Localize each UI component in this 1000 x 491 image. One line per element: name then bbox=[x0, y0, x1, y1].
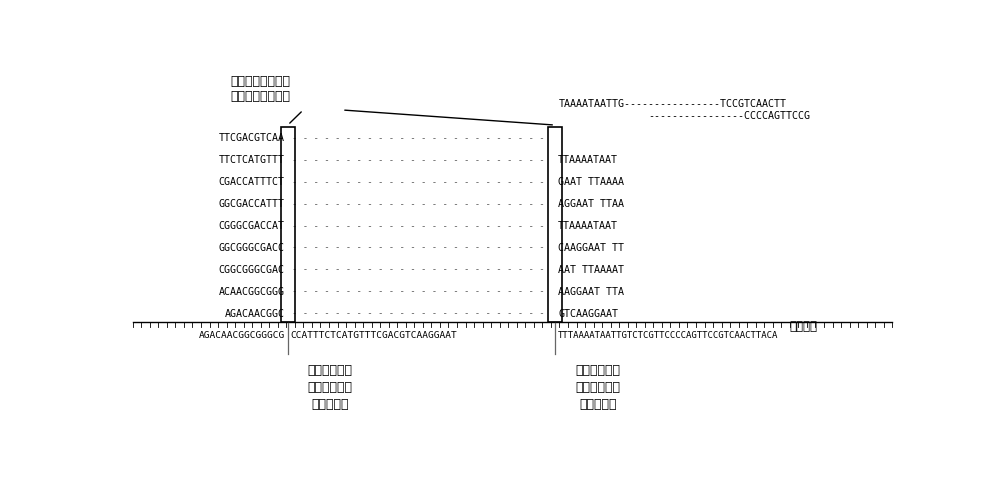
Bar bbox=[548, 127, 562, 322]
Text: TTTAAAATAATTGTCTCGTTCCCCAGTTCCGTCAACTTACA: TTTAAAATAATTGTCTCGTTCCCCAGTTCCGTCAACTTAC… bbox=[558, 331, 779, 340]
Text: GAAT TTAAAA: GAAT TTAAAA bbox=[558, 177, 624, 187]
Text: CAAGGAAT TT: CAAGGAAT TT bbox=[558, 243, 624, 253]
Text: CGGGCGACCAT: CGGGCGACCAT bbox=[219, 221, 285, 231]
Text: CCATTTCTCATGTTTCGACGTCAAGGAAT: CCATTTCTCATGTTTCGACGTCAAGGAAT bbox=[291, 331, 458, 340]
Text: AGACAACGGCGGGCG: AGACAACGGCGGGCG bbox=[198, 331, 285, 340]
Text: - - - - - - - - - - - - - - - - - - - - - - - -: - - - - - - - - - - - - - - - - - - - - … bbox=[292, 287, 550, 296]
Text: TTAAAATAAT: TTAAAATAAT bbox=[558, 155, 618, 165]
Text: - - - - - - - - - - - - - - - - - - - - - - - -: - - - - - - - - - - - - - - - - - - - - … bbox=[292, 134, 550, 143]
Text: 测序个体相对: 测序个体相对 bbox=[308, 364, 353, 377]
Text: - - - - - - - - - - - - - - - - - - - - - - - -: - - - - - - - - - - - - - - - - - - - - … bbox=[292, 178, 550, 187]
Text: - - - - - - - - - - - - - - - - - - - - - - - -: - - - - - - - - - - - - - - - - - - - - … bbox=[292, 265, 550, 274]
Text: AGGAAT TTAA: AGGAAT TTAA bbox=[558, 199, 624, 209]
Text: ACAACGGCGGG: ACAACGGCGGG bbox=[219, 287, 285, 297]
Text: GTCAAGGAAT: GTCAAGGAAT bbox=[558, 309, 618, 319]
Text: - - - - - - - - - - - - - - - - - - - - - - - -: - - - - - - - - - - - - - - - - - - - - … bbox=[292, 156, 550, 165]
Text: 将个体短的测序片: 将个体短的测序片 bbox=[231, 75, 291, 88]
Text: 碷基的缺失: 碷基的缺失 bbox=[579, 398, 616, 411]
Text: - - - - - - - - - - - - - - - - - - - - - - - -: - - - - - - - - - - - - - - - - - - - - … bbox=[292, 221, 550, 231]
Text: 碷基的插入: 碷基的插入 bbox=[312, 398, 349, 411]
Text: 于参考序列有: 于参考序列有 bbox=[308, 382, 353, 394]
Text: ----------------CCCCAGTTCCG: ----------------CCCCAGTTCCG bbox=[648, 111, 810, 121]
Text: TTAAAATAAT: TTAAAATAAT bbox=[558, 221, 618, 231]
Text: 段比对回参考序列: 段比对回参考序列 bbox=[231, 90, 291, 103]
Text: TAAAATAATTG----------------TCCGTCAACTT: TAAAATAATTG----------------TCCGTCAACTT bbox=[559, 99, 787, 109]
Text: 测序个体相对: 测序个体相对 bbox=[575, 364, 620, 377]
Text: - - - - - - - - - - - - - - - - - - - - - - - -: - - - - - - - - - - - - - - - - - - - - … bbox=[292, 200, 550, 209]
Text: GGCGGGCGACC: GGCGGGCGACC bbox=[219, 243, 285, 253]
Text: AGACAACGGC: AGACAACGGC bbox=[225, 309, 285, 319]
Text: GGCGACCATTT: GGCGACCATTT bbox=[219, 199, 285, 209]
Text: - - - - - - - - - - - - - - - - - - - - - - - -: - - - - - - - - - - - - - - - - - - - - … bbox=[292, 244, 550, 252]
Text: 参考序列: 参考序列 bbox=[789, 320, 817, 333]
Text: CGACCATTTCT: CGACCATTTCT bbox=[219, 177, 285, 187]
Text: TTCTCATGTTT: TTCTCATGTTT bbox=[219, 155, 285, 165]
Text: CGGCGGGCGAC: CGGCGGGCGAC bbox=[219, 265, 285, 275]
Text: TTCGACGTCAA: TTCGACGTCAA bbox=[219, 134, 285, 143]
Text: - - - - - - - - - - - - - - - - - - - - - - - -: - - - - - - - - - - - - - - - - - - - - … bbox=[292, 309, 550, 318]
Text: 于参考序列有: 于参考序列有 bbox=[575, 382, 620, 394]
Text: AAT TTAAAAT: AAT TTAAAAT bbox=[558, 265, 624, 275]
Bar bbox=[281, 127, 295, 322]
Text: AAGGAAT TTA: AAGGAAT TTA bbox=[558, 287, 624, 297]
